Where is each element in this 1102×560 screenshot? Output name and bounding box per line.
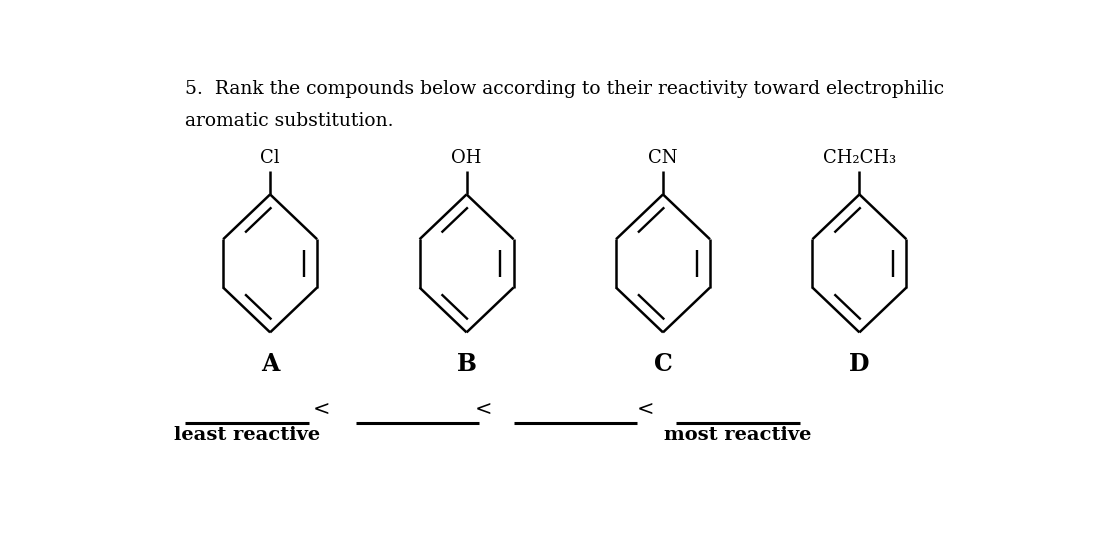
Text: D: D xyxy=(850,352,869,376)
Text: CN: CN xyxy=(648,149,678,167)
Text: <: < xyxy=(313,400,331,419)
Text: <: < xyxy=(475,400,493,419)
Text: OH: OH xyxy=(452,149,482,167)
Text: B: B xyxy=(456,352,476,376)
Text: Cl: Cl xyxy=(260,149,280,167)
Text: most reactive: most reactive xyxy=(665,426,811,445)
Text: 5.  Rank the compounds below according to their reactivity toward electrophilic: 5. Rank the compounds below according to… xyxy=(185,80,943,98)
Text: aromatic substitution.: aromatic substitution. xyxy=(185,113,393,130)
Text: least reactive: least reactive xyxy=(174,426,320,445)
Text: A: A xyxy=(261,352,279,376)
Text: CH₂CH₃: CH₂CH₃ xyxy=(823,149,896,167)
Text: <: < xyxy=(637,400,655,419)
Text: C: C xyxy=(653,352,672,376)
